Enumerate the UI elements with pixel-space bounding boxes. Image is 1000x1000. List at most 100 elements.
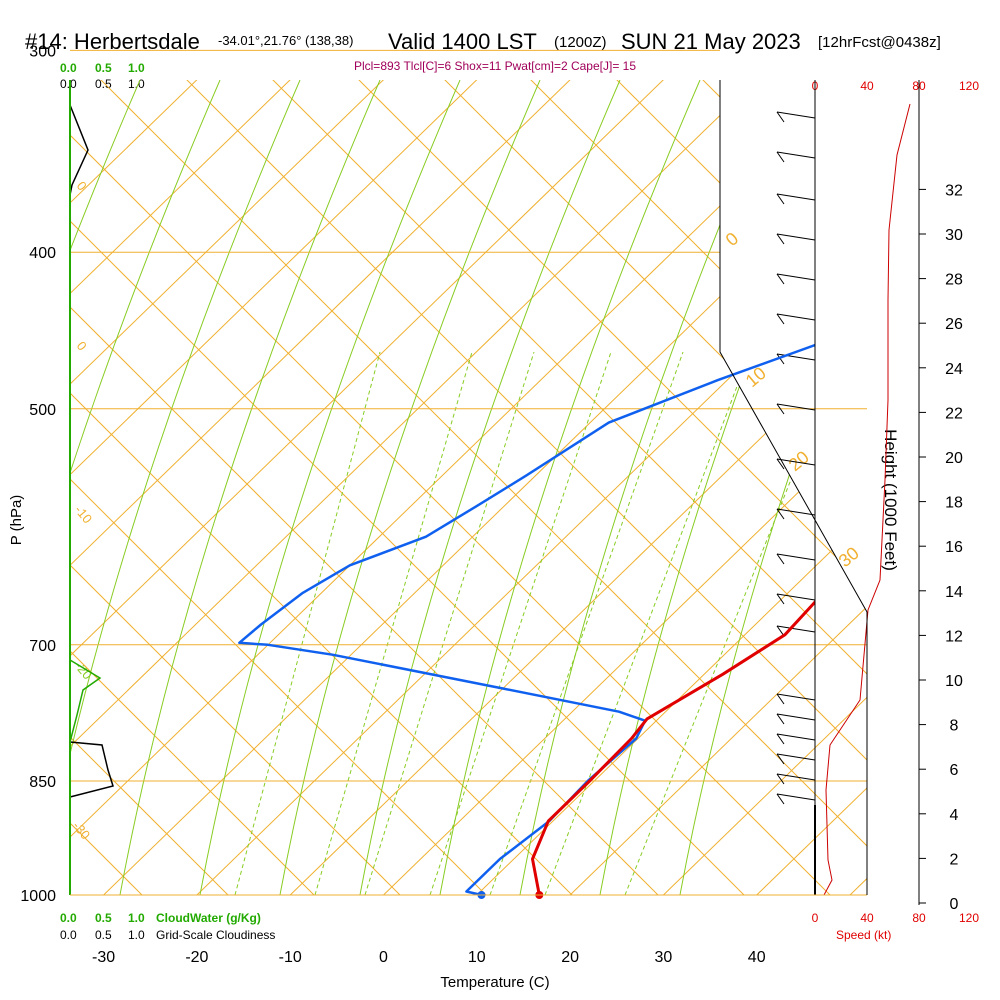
isotherm-line [70, 80, 867, 895]
zulu-time: (1200Z) [554, 34, 607, 51]
mixing-ratio-label: 2 [309, 900, 326, 914]
cloudwater-profile [69, 659, 102, 743]
moist-adiabat [0, 80, 50, 895]
isotherm-line [70, 80, 389, 895]
cloudiness-tick-bottom-0: 0.0 [60, 928, 77, 942]
moist-adiabat [70, 80, 141, 895]
height-tick-label: 32 [945, 182, 963, 199]
speed-tick-bottom-40: 40 [860, 911, 874, 925]
wind-barb-flag [776, 713, 785, 725]
temperature-tick-label: 30 [655, 949, 673, 966]
wind-barb [776, 273, 816, 281]
wind-speed-profile [823, 103, 911, 896]
wind-barb-flag [776, 458, 785, 470]
wind-barb [776, 313, 816, 321]
speed-tick-top-120: 120 [959, 79, 979, 93]
isotherm-line [70, 80, 867, 895]
cloudwater-tick-top-1: 0.5 [95, 61, 112, 75]
left-label-4: -20 [72, 658, 96, 682]
wind-barb-flag [776, 273, 785, 285]
isotherm-line [70, 80, 576, 895]
wind-barb [776, 793, 816, 801]
stability-indices: Plcl=893 Tlcl[C]=6 Shox=11 Pwat[cm]=2 Ca… [354, 59, 636, 73]
wind-barb [776, 193, 816, 201]
wind-barb-flag [776, 733, 785, 745]
valid-time: Valid 1400 LST [388, 29, 537, 54]
left-label-3: -10 [72, 502, 96, 526]
speed-tick-top-40: 40 [860, 79, 874, 93]
cloudwater-tick-bottom-2: 1.0 [128, 911, 145, 925]
wind-barb [776, 403, 816, 411]
temperature-tick-label: -10 [279, 949, 302, 966]
pressure-tick-label: 700 [29, 638, 56, 655]
cloudiness-label: Grid-Scale Cloudiness [156, 928, 275, 942]
mixing-ratio-label: 20 [619, 893, 639, 913]
wind-barb [776, 111, 816, 119]
wind-barb [776, 753, 816, 761]
wind-barb-flag [776, 313, 785, 325]
height-tick-label: 18 [945, 495, 963, 512]
height-tick-label: 26 [945, 316, 963, 333]
height-tick-label: 28 [945, 272, 963, 289]
mixing-ratio-label: 3 [359, 900, 376, 914]
wind-barb-flag [776, 508, 785, 520]
x-axis-label: Temperature (C) [440, 974, 549, 991]
moist-adiabat [70, 80, 221, 895]
height-tick-label: 4 [950, 807, 959, 824]
wind-barb [776, 593, 816, 601]
isotherm-label-0: 0 [722, 228, 743, 250]
mixing-ratio-line [364, 351, 535, 895]
adiabat-line [617, 80, 867, 895]
temperature-tick-label: 0 [379, 949, 388, 966]
moist-adiabat [359, 80, 621, 895]
y-axis-label: P (hPa) [8, 495, 25, 546]
pressure-tick-label: 500 [29, 402, 56, 419]
wind-barb-flag [776, 233, 785, 245]
wind-barb [776, 233, 816, 241]
isotherm-line [70, 80, 669, 895]
station-title: #14: Herbertsdale [25, 29, 200, 54]
isotherm-line [70, 80, 867, 895]
valid-date: SUN 21 May 2023 [621, 29, 801, 54]
wind-barb-flag [776, 111, 785, 123]
temperature-tick-label: 10 [468, 949, 486, 966]
isotherm-label-30: 30 [835, 543, 863, 571]
cloudiness-tick-bottom-2: 1.0 [128, 928, 145, 942]
adiabat-line [70, 80, 229, 895]
mixing-ratio-line [429, 351, 612, 895]
wind-barb [776, 151, 816, 159]
wind-barb [776, 713, 816, 721]
cloudwater-tick-top-0: 0.0 [60, 61, 77, 75]
moist-adiabat [519, 80, 781, 895]
cloudiness-tick-bottom-1: 0.5 [95, 928, 112, 942]
station-coords: -34.01°,21.76° (138,38) [218, 33, 353, 48]
wind-barb [776, 458, 816, 466]
isotherm-line [70, 80, 762, 895]
height-tick-label: 2 [950, 851, 959, 868]
wind-barb-flag [776, 353, 785, 365]
adiabat-line [359, 80, 867, 895]
speed-label: Speed (kt) [836, 928, 891, 942]
moist-adiabat [439, 80, 701, 895]
moist-adiabat [119, 80, 381, 895]
adiabat-line [70, 80, 573, 895]
temperature-tick-label: 20 [561, 949, 579, 966]
height-tick-label: 30 [945, 227, 963, 244]
speed-tick-bottom-0: 0 [812, 911, 819, 925]
mixing-ratio-line [544, 351, 751, 895]
height-tick-label: 22 [945, 405, 963, 422]
adiabat-line [70, 80, 659, 895]
isotherm-line [161, 80, 867, 895]
wind-barb-flag [776, 593, 785, 605]
wind-barb-flag [776, 773, 785, 785]
height-tick-label: 20 [945, 450, 963, 467]
adiabat-line [70, 80, 745, 895]
cloudwater-tick-bottom-0: 0.0 [60, 911, 77, 925]
adiabat-line [70, 80, 867, 895]
adiabat-line [101, 80, 867, 895]
wind-barb-flag [776, 151, 785, 163]
wind-barb [776, 553, 816, 561]
cloudiness-tick-top-1: 0.5 [95, 77, 112, 91]
moist-adiabat [279, 80, 541, 895]
